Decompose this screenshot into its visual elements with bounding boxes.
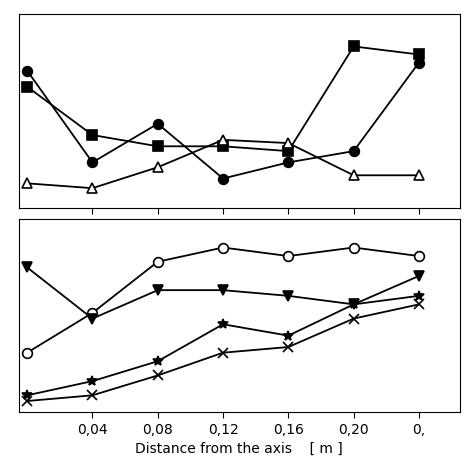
- X-axis label: Distance from the axis    [ m ]: Distance from the axis [ m ]: [136, 442, 343, 456]
